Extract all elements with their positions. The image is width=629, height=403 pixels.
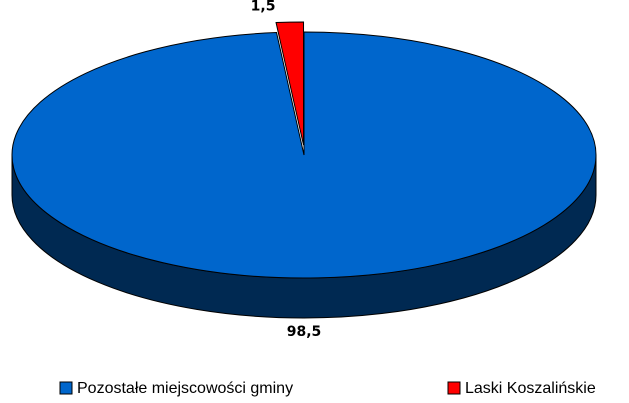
value-label: 98,5 (287, 324, 322, 340)
legend-swatch (447, 381, 461, 395)
legend-swatch (59, 381, 73, 395)
pie-slice (275, 21, 305, 146)
pie-slice (11, 31, 597, 279)
legend: Pozostałe miejscowości gminy Laski Koszal… (59, 380, 596, 397)
pie: 98,5 1,5 (11, 0, 597, 340)
value-label: 1,5 (251, 0, 276, 15)
legend-label: Pozostałe miejscowości gminy (77, 380, 293, 397)
legend-label: Laski Koszalińskie (465, 380, 596, 397)
